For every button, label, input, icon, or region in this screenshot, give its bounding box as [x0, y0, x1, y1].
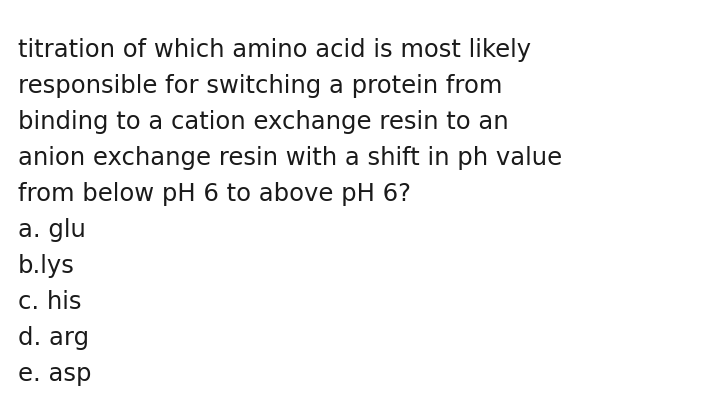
Text: d. arg: d. arg — [18, 326, 89, 350]
Text: from below pH 6 to above pH 6?: from below pH 6 to above pH 6? — [18, 182, 411, 206]
Text: c. his: c. his — [18, 290, 81, 314]
Text: b.lys: b.lys — [18, 254, 75, 278]
Text: a. glu: a. glu — [18, 218, 86, 242]
Text: binding to a cation exchange resin to an: binding to a cation exchange resin to an — [18, 110, 508, 134]
Text: responsible for switching a protein from: responsible for switching a protein from — [18, 74, 503, 98]
Text: anion exchange resin with a shift in ph value: anion exchange resin with a shift in ph … — [18, 146, 562, 170]
Text: e. asp: e. asp — [18, 362, 91, 386]
Text: titration of which amino acid is most likely: titration of which amino acid is most li… — [18, 38, 531, 62]
